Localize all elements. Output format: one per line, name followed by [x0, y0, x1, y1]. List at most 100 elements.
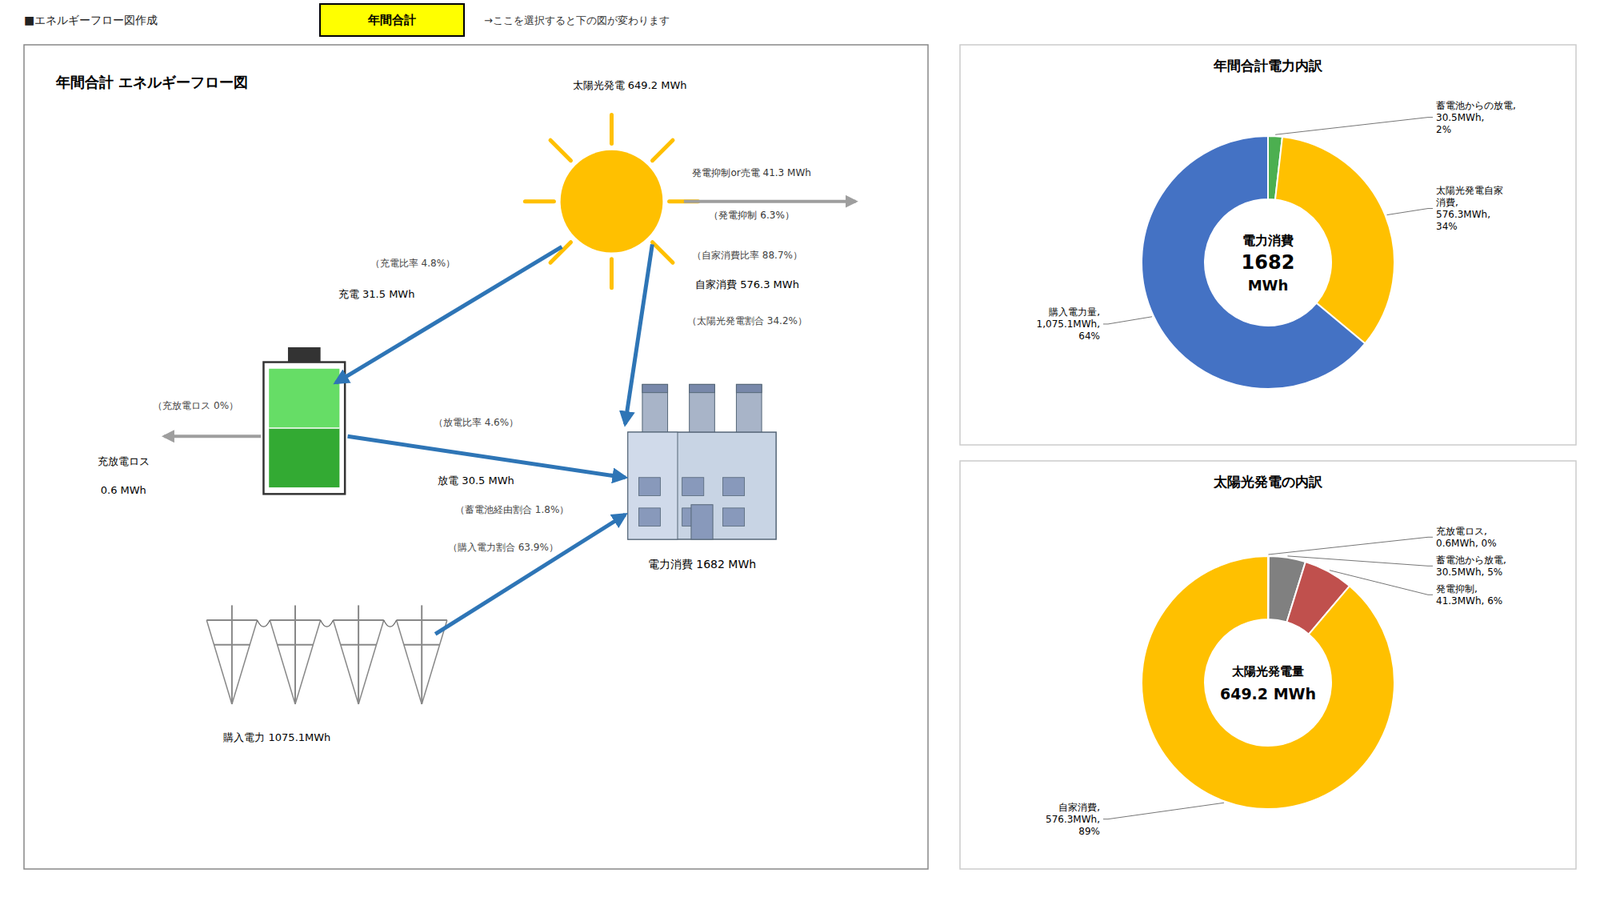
label-line: 消費, — [1436, 196, 1459, 208]
flow-arrow — [684, 200, 856, 204]
pylon-part — [421, 620, 448, 704]
label-line: （発電抑制 6.3%） — [708, 209, 794, 221]
label-line: 蓄電池からの放電, — [1436, 100, 1516, 112]
pylon-part — [295, 620, 321, 704]
battery-fill — [268, 428, 340, 488]
pie-label: 太陽光発電自家消費,576.3MWh,34% — [1436, 184, 1504, 232]
pie-center-text: 電力消費 — [1242, 232, 1294, 248]
flow-label: （発電抑制 6.3%） — [708, 209, 794, 221]
pylon-part — [206, 619, 257, 621]
factory-door — [691, 504, 713, 540]
label-line: 発電抑制, — [1436, 583, 1478, 595]
pie-center-text: 太陽光発電量 — [1231, 664, 1304, 679]
label-line: 電力消費 — [1242, 232, 1294, 248]
flow-title: 年間合計 エネルギーフロー図 — [55, 73, 248, 91]
sun-ray — [652, 140, 672, 160]
label-line: （蓄電池経由割合 1.8%） — [455, 504, 569, 516]
sun-icon — [524, 115, 698, 288]
wire — [320, 620, 334, 627]
pie-labels: 充放電ロス,0.6MWh, 0% 蓄電池から放電,30.5MWh, 5% 発電抑制,… — [1045, 525, 1507, 837]
leader-line — [1103, 316, 1152, 324]
flow-label: 放電 30.5 MWh — [437, 473, 515, 486]
flow-labels: 太陽光発電 649.2 MWh発電抑制or売電 41.3 MWh（発電抑制 6.… — [97, 78, 812, 744]
factory-body — [628, 432, 776, 540]
label-line: 34% — [1436, 220, 1458, 232]
label-line: 30.5MWh, 5% — [1436, 566, 1503, 578]
label-line: 1682 — [1241, 251, 1296, 274]
label-line: MWh — [1248, 276, 1289, 294]
chimney — [642, 384, 668, 434]
flow-arrows — [164, 201, 856, 635]
pylon-part — [358, 620, 384, 704]
pylon-part — [269, 620, 296, 704]
label-line: 41.3MWh, 6% — [1436, 595, 1503, 607]
flow-arrow — [348, 436, 626, 478]
flow-label: （充電比率 4.8%） — [370, 257, 456, 269]
pylon-part — [340, 644, 377, 646]
chimney — [736, 384, 762, 434]
pylon-part — [206, 620, 232, 704]
pie-label: 蓄電池からの放電,30.5MWh,2% — [1436, 100, 1516, 136]
pie-wedges — [1141, 556, 1395, 809]
label-line: 0.6MWh, 0% — [1436, 537, 1497, 549]
flow-label: 発電抑制or売電 41.3 MWh — [692, 167, 811, 179]
flow-arrow — [624, 244, 652, 424]
label-line: 2% — [1436, 124, 1452, 136]
label-line: （放電比率 4.6%） — [433, 416, 519, 428]
banner-title: ■エネルギーフロー図作成 — [24, 13, 158, 27]
battery-terminal — [288, 347, 321, 363]
sun-ray — [524, 199, 554, 204]
pie-panel: 太陽光発電の内訳太陽光発電量 649.2 MWh 充放電ロス,0.6MWh, 0% 蓄… — [960, 460, 1576, 869]
sun-ray — [652, 242, 672, 263]
flow-diagram: 年間合計 エネルギーフロー図太陽光発電 649.2 MWh発電抑制or売電 41… — [24, 44, 928, 869]
label-line: 購入電力 1075.1MWh — [223, 731, 331, 744]
chimney-top — [736, 384, 762, 392]
flow-label: （蓄電池経由割合 1.8%） — [455, 504, 569, 516]
pie-label: 蓄電池から放電,30.5MWh, 5% — [1436, 554, 1507, 578]
sun-ray — [550, 140, 571, 160]
label-line: ■エネルギーフロー図作成 — [24, 13, 158, 27]
pylon-part — [396, 620, 423, 704]
label-line: 購入電力量, — [1048, 306, 1100, 318]
banner: ■エネルギーフロー図作成 年間合計 →ここを選択すると下の図が変わります — [24, 4, 670, 36]
battery-body — [263, 362, 345, 495]
pie-center-text: 649.2 MWh — [1220, 684, 1316, 703]
flow-border — [24, 44, 928, 869]
button-text: 年間合計 — [367, 12, 416, 28]
label-line: （自家消費比率 88.7%） — [692, 249, 803, 261]
label-line: 年間合計 エネルギーフロー図 — [55, 73, 248, 91]
label-line: （太陽光発電割合 34.2%） — [687, 315, 808, 327]
pylons-icon — [206, 604, 448, 704]
label-line: 太陽光発電の内訳 — [1212, 473, 1324, 490]
label-line: 太陽光発電自家 — [1436, 184, 1504, 196]
pie-label: 発電抑制,41.3MWh, 6% — [1436, 583, 1503, 607]
button-note: →ここを選択すると下の図が変わります — [484, 14, 670, 27]
chimney-top — [689, 384, 716, 392]
pie-border — [960, 44, 1576, 445]
factory-window — [638, 477, 660, 496]
pylon-part — [213, 644, 250, 646]
wire — [384, 620, 397, 627]
label-line: 1,075.1MWh, — [1036, 318, 1100, 330]
label-line: 576.3MWh, — [1436, 208, 1491, 220]
pie-label: 充放電ロス,0.6MWh, 0% — [1436, 525, 1497, 549]
flow-label: 充放電ロス — [97, 455, 150, 468]
label-line: 発電抑制or売電 41.3 MWh — [692, 167, 811, 179]
chimney-top — [642, 384, 668, 392]
sun — [560, 150, 664, 253]
label-line: 0.6 MWh — [100, 484, 147, 496]
factory-window — [722, 477, 744, 496]
pie-title: 太陽光発電の内訳 — [1212, 473, 1324, 490]
label-line: 649.2 MWh — [1220, 684, 1316, 703]
pie-slice — [1141, 136, 1365, 389]
pie-center-text: MWh — [1248, 276, 1289, 294]
factory-icon — [628, 384, 776, 540]
pylon-part — [332, 619, 384, 621]
label-line: 太陽光発電量 — [1231, 664, 1304, 679]
factory-window — [638, 508, 660, 527]
flow-label: 0.6 MWh — [100, 484, 147, 496]
factory-wing — [628, 432, 678, 540]
pie-labels: 蓄電池からの放電,30.5MWh,2% 太陽光発電自家消費,576.3MWh,34… — [1036, 100, 1516, 342]
label-line: 充電 31.5 MWh — [338, 288, 416, 300]
label-line: 自家消費 576.3 MWh — [695, 277, 800, 290]
